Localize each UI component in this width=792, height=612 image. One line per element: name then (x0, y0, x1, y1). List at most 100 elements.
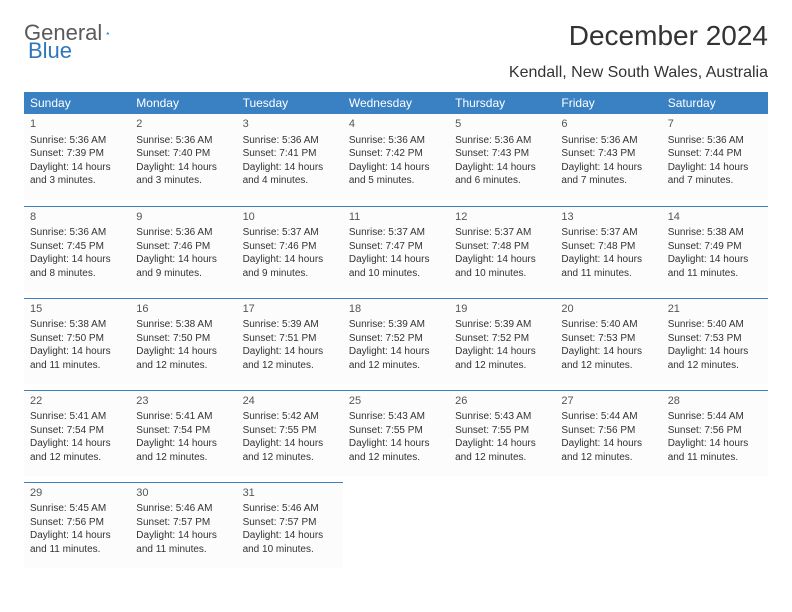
calendar-day-cell: 28Sunrise: 5:44 AMSunset: 7:56 PMDayligh… (662, 390, 768, 476)
daylight-text: Daylight: 14 hours and 5 minutes. (349, 161, 443, 188)
daylight-text: Daylight: 14 hours and 10 minutes. (243, 529, 337, 556)
sunrise-text: Sunrise: 5:36 AM (136, 226, 230, 240)
daylight-text: Daylight: 14 hours and 8 minutes. (30, 253, 124, 280)
sunset-text: Sunset: 7:42 PM (349, 147, 443, 161)
sunrise-text: Sunrise: 5:37 AM (561, 226, 655, 240)
daylight-text: Daylight: 14 hours and 9 minutes. (136, 253, 230, 280)
sunset-text: Sunset: 7:41 PM (243, 147, 337, 161)
daylight-text: Daylight: 14 hours and 12 minutes. (30, 437, 124, 464)
daylight-text: Daylight: 14 hours and 11 minutes. (561, 253, 655, 280)
page-title: December 2024 (569, 20, 768, 52)
day-number: 17 (243, 302, 337, 317)
sunset-text: Sunset: 7:48 PM (455, 240, 549, 254)
day-number: 29 (30, 486, 124, 501)
calendar-week-row: 1Sunrise: 5:36 AMSunset: 7:39 PMDaylight… (24, 114, 768, 200)
day-number: 25 (349, 394, 443, 409)
day-number: 8 (30, 210, 124, 225)
calendar-day-cell: 4Sunrise: 5:36 AMSunset: 7:42 PMDaylight… (343, 114, 449, 200)
sunrise-text: Sunrise: 5:39 AM (349, 318, 443, 332)
daylight-text: Daylight: 14 hours and 11 minutes. (30, 529, 124, 556)
sunrise-text: Sunrise: 5:41 AM (136, 410, 230, 424)
sunrise-text: Sunrise: 5:36 AM (30, 226, 124, 240)
calendar-day-cell: 9Sunrise: 5:36 AMSunset: 7:46 PMDaylight… (130, 206, 236, 292)
sunrise-text: Sunrise: 5:46 AM (136, 502, 230, 516)
day-number: 21 (668, 302, 762, 317)
daylight-text: Daylight: 14 hours and 11 minutes. (136, 529, 230, 556)
daylight-text: Daylight: 14 hours and 3 minutes. (136, 161, 230, 188)
sunrise-text: Sunrise: 5:39 AM (243, 318, 337, 332)
day-number: 7 (668, 117, 762, 132)
calendar-week-row: 22Sunrise: 5:41 AMSunset: 7:54 PMDayligh… (24, 390, 768, 476)
sunrise-text: Sunrise: 5:40 AM (668, 318, 762, 332)
sunset-text: Sunset: 7:56 PM (561, 424, 655, 438)
calendar-day-cell (449, 482, 555, 568)
sunrise-text: Sunrise: 5:36 AM (561, 134, 655, 148)
sunrise-text: Sunrise: 5:36 AM (136, 134, 230, 148)
daylight-text: Daylight: 14 hours and 12 minutes. (136, 437, 230, 464)
calendar-week-row: 29Sunrise: 5:45 AMSunset: 7:56 PMDayligh… (24, 482, 768, 568)
calendar-day-cell: 23Sunrise: 5:41 AMSunset: 7:54 PMDayligh… (130, 390, 236, 476)
daylight-text: Daylight: 14 hours and 11 minutes. (668, 253, 762, 280)
sunrise-text: Sunrise: 5:36 AM (349, 134, 443, 148)
sunrise-text: Sunrise: 5:39 AM (455, 318, 549, 332)
day-number: 2 (136, 117, 230, 132)
daylight-text: Daylight: 14 hours and 6 minutes. (455, 161, 549, 188)
sunrise-text: Sunrise: 5:44 AM (561, 410, 655, 424)
sunrise-text: Sunrise: 5:37 AM (243, 226, 337, 240)
day-number: 19 (455, 302, 549, 317)
sunset-text: Sunset: 7:44 PM (668, 147, 762, 161)
sunrise-text: Sunrise: 5:44 AM (668, 410, 762, 424)
sunset-text: Sunset: 7:49 PM (668, 240, 762, 254)
weekday-header: Sunday (24, 92, 130, 114)
sunset-text: Sunset: 7:52 PM (455, 332, 549, 346)
calendar-table: Sunday Monday Tuesday Wednesday Thursday… (24, 92, 768, 568)
sunset-text: Sunset: 7:55 PM (455, 424, 549, 438)
calendar-day-cell: 6Sunrise: 5:36 AMSunset: 7:43 PMDaylight… (555, 114, 661, 200)
day-number: 9 (136, 210, 230, 225)
day-number: 26 (455, 394, 549, 409)
calendar-week-row: 8Sunrise: 5:36 AMSunset: 7:45 PMDaylight… (24, 206, 768, 292)
daylight-text: Daylight: 14 hours and 12 minutes. (668, 345, 762, 372)
sunset-text: Sunset: 7:56 PM (30, 516, 124, 530)
day-number: 31 (243, 486, 337, 501)
sunset-text: Sunset: 7:55 PM (349, 424, 443, 438)
day-number: 15 (30, 302, 124, 317)
sunrise-text: Sunrise: 5:38 AM (30, 318, 124, 332)
calendar-day-cell: 7Sunrise: 5:36 AMSunset: 7:44 PMDaylight… (662, 114, 768, 200)
daylight-text: Daylight: 14 hours and 9 minutes. (243, 253, 337, 280)
daylight-text: Daylight: 14 hours and 12 minutes. (243, 437, 337, 464)
sunrise-text: Sunrise: 5:36 AM (243, 134, 337, 148)
calendar-day-cell: 1Sunrise: 5:36 AMSunset: 7:39 PMDaylight… (24, 114, 130, 200)
sunset-text: Sunset: 7:50 PM (136, 332, 230, 346)
calendar-day-cell: 2Sunrise: 5:36 AMSunset: 7:40 PMDaylight… (130, 114, 236, 200)
calendar-day-cell: 29Sunrise: 5:45 AMSunset: 7:56 PMDayligh… (24, 482, 130, 568)
calendar-day-cell: 27Sunrise: 5:44 AMSunset: 7:56 PMDayligh… (555, 390, 661, 476)
daylight-text: Daylight: 14 hours and 3 minutes. (30, 161, 124, 188)
sunset-text: Sunset: 7:45 PM (30, 240, 124, 254)
sunrise-text: Sunrise: 5:36 AM (30, 134, 124, 148)
daylight-text: Daylight: 14 hours and 7 minutes. (668, 161, 762, 188)
daylight-text: Daylight: 14 hours and 12 minutes. (243, 345, 337, 372)
weekday-header: Tuesday (237, 92, 343, 114)
weekday-header: Monday (130, 92, 236, 114)
daylight-text: Daylight: 14 hours and 4 minutes. (243, 161, 337, 188)
sunrise-text: Sunrise: 5:45 AM (30, 502, 124, 516)
sunset-text: Sunset: 7:46 PM (136, 240, 230, 254)
day-number: 12 (455, 210, 549, 225)
daylight-text: Daylight: 14 hours and 12 minutes. (561, 437, 655, 464)
calendar-day-cell: 20Sunrise: 5:40 AMSunset: 7:53 PMDayligh… (555, 298, 661, 384)
calendar-day-cell: 5Sunrise: 5:36 AMSunset: 7:43 PMDaylight… (449, 114, 555, 200)
sunset-text: Sunset: 7:46 PM (243, 240, 337, 254)
day-number: 24 (243, 394, 337, 409)
daylight-text: Daylight: 14 hours and 12 minutes. (455, 345, 549, 372)
sunset-text: Sunset: 7:53 PM (561, 332, 655, 346)
calendar-week-row: 15Sunrise: 5:38 AMSunset: 7:50 PMDayligh… (24, 298, 768, 384)
calendar-day-cell: 11Sunrise: 5:37 AMSunset: 7:47 PMDayligh… (343, 206, 449, 292)
sunrise-text: Sunrise: 5:38 AM (136, 318, 230, 332)
day-number: 5 (455, 117, 549, 132)
daylight-text: Daylight: 14 hours and 11 minutes. (30, 345, 124, 372)
calendar-day-cell: 31Sunrise: 5:46 AMSunset: 7:57 PMDayligh… (237, 482, 343, 568)
calendar-day-cell (662, 482, 768, 568)
sunrise-text: Sunrise: 5:41 AM (30, 410, 124, 424)
calendar-day-cell: 14Sunrise: 5:38 AMSunset: 7:49 PMDayligh… (662, 206, 768, 292)
